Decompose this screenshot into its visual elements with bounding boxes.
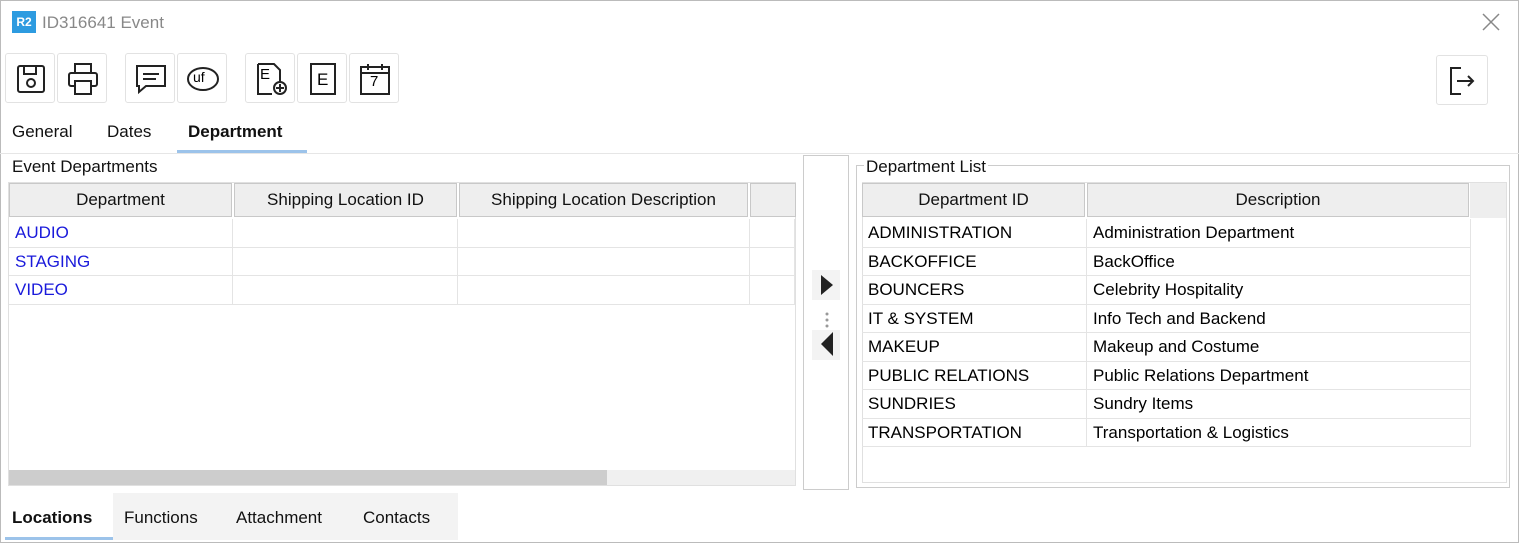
- tab[interactable]: Attachment: [236, 508, 322, 527]
- cell: [233, 276, 458, 305]
- cell: [750, 219, 795, 248]
- header-filler: [1470, 183, 1506, 218]
- scrollbar[interactable]: [9, 470, 795, 485]
- tab[interactable]: Dates: [107, 122, 152, 141]
- department-id-cell: ADMINISTRATION: [862, 219, 1087, 248]
- window-title: ID316641 Event: [42, 13, 164, 32]
- department-cell: AUDIO: [9, 219, 233, 248]
- description-cell: Administration Department: [1087, 219, 1471, 248]
- department-cell: STAGING: [9, 247, 233, 276]
- column-header[interactable]: Description: [1087, 183, 1469, 217]
- event-button[interactable]: E: [297, 53, 347, 103]
- department-id-cell: IT & SYSTEM: [862, 304, 1087, 333]
- uf-button[interactable]: uf: [177, 53, 227, 103]
- column-header[interactable]: Shipping Location ID: [234, 183, 457, 217]
- description-cell: Celebrity Hospitality: [1087, 276, 1471, 305]
- exit-button[interactable]: [1436, 55, 1488, 105]
- department-cell: VIDEO: [9, 276, 233, 305]
- cell: [233, 247, 458, 276]
- print-button[interactable]: [57, 53, 107, 103]
- department-id-cell: BOUNCERS: [862, 276, 1087, 305]
- description-cell: Transportation & Logistics: [1087, 418, 1471, 447]
- divider: [0, 153, 1519, 154]
- department-id-cell: BACKOFFICE: [862, 247, 1087, 276]
- transfer-arrows[interactable]: [812, 270, 842, 360]
- department-id-cell: PUBLIC RELATIONS: [862, 361, 1087, 390]
- description-cell: Info Tech and Backend: [1087, 304, 1471, 333]
- tab-strip: [113, 493, 458, 540]
- column-header[interactable]: Department: [9, 183, 232, 217]
- cell: [750, 276, 795, 305]
- cell: [458, 276, 750, 305]
- department-id-cell: MAKEUP: [862, 333, 1087, 362]
- cell: [458, 219, 750, 248]
- section-title: Department List: [864, 157, 988, 177]
- tab-indicator: [177, 150, 307, 153]
- column-header[interactable]: Department ID: [862, 183, 1085, 217]
- icon-glyph: uf: [193, 69, 205, 85]
- description-cell: Makeup and Costume: [1087, 333, 1471, 362]
- calendar-button[interactable]: 7: [349, 53, 399, 103]
- section-title: Event Departments: [12, 157, 158, 176]
- scrollbar-thumb[interactable]: [9, 470, 607, 485]
- app-badge: R2: [12, 11, 36, 33]
- cell: [750, 247, 795, 276]
- tab-active[interactable]: Department: [188, 122, 283, 141]
- icon-glyph: 7: [370, 73, 379, 90]
- department-id-cell: SUNDRIES: [862, 390, 1087, 419]
- column-header: [750, 183, 796, 217]
- event-add-button[interactable]: E: [245, 53, 295, 103]
- tab[interactable]: Contacts: [363, 508, 431, 527]
- icon-glyph: E: [260, 66, 271, 83]
- tab-indicator: [5, 537, 113, 540]
- groupbox: [856, 165, 1510, 488]
- description-cell: BackOffice: [1087, 247, 1471, 276]
- transfer-panel: [803, 155, 849, 490]
- cell: [233, 219, 458, 248]
- comment-button[interactable]: [125, 53, 175, 103]
- column-header[interactable]: Shipping Location Description: [459, 183, 748, 217]
- description-cell: Sundry Items: [1087, 390, 1471, 419]
- department-id-cell: TRANSPORTATION: [862, 418, 1087, 447]
- save-button[interactable]: [5, 53, 55, 103]
- close-button[interactable]: [1482, 13, 1500, 31]
- tab[interactable]: General: [12, 122, 73, 141]
- icon-glyph: E: [317, 70, 329, 89]
- description-cell: Public Relations Department: [1087, 361, 1471, 390]
- cell: [458, 247, 750, 276]
- tab[interactable]: Functions: [124, 508, 198, 527]
- tab-active[interactable]: Locations: [12, 508, 93, 527]
- grid: [8, 182, 796, 486]
